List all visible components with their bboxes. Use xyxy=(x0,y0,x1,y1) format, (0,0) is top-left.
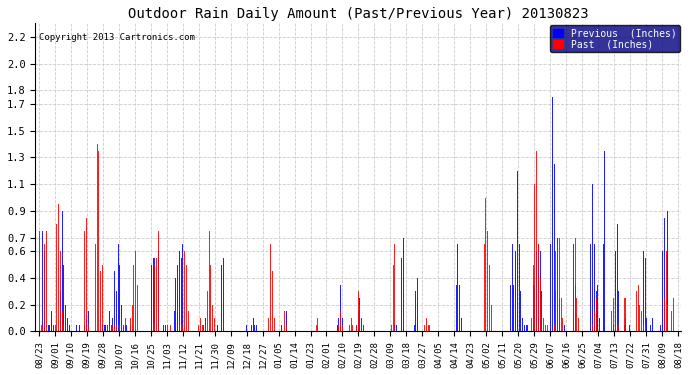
Title: Outdoor Rain Daily Amount (Past/Previous Year) 20130823: Outdoor Rain Daily Amount (Past/Previous… xyxy=(128,7,589,21)
Legend: Previous  (Inches), Past  (Inches): Previous (Inches), Past (Inches) xyxy=(551,26,680,52)
Text: Copyright 2013 Cartronics.com: Copyright 2013 Cartronics.com xyxy=(39,33,195,42)
